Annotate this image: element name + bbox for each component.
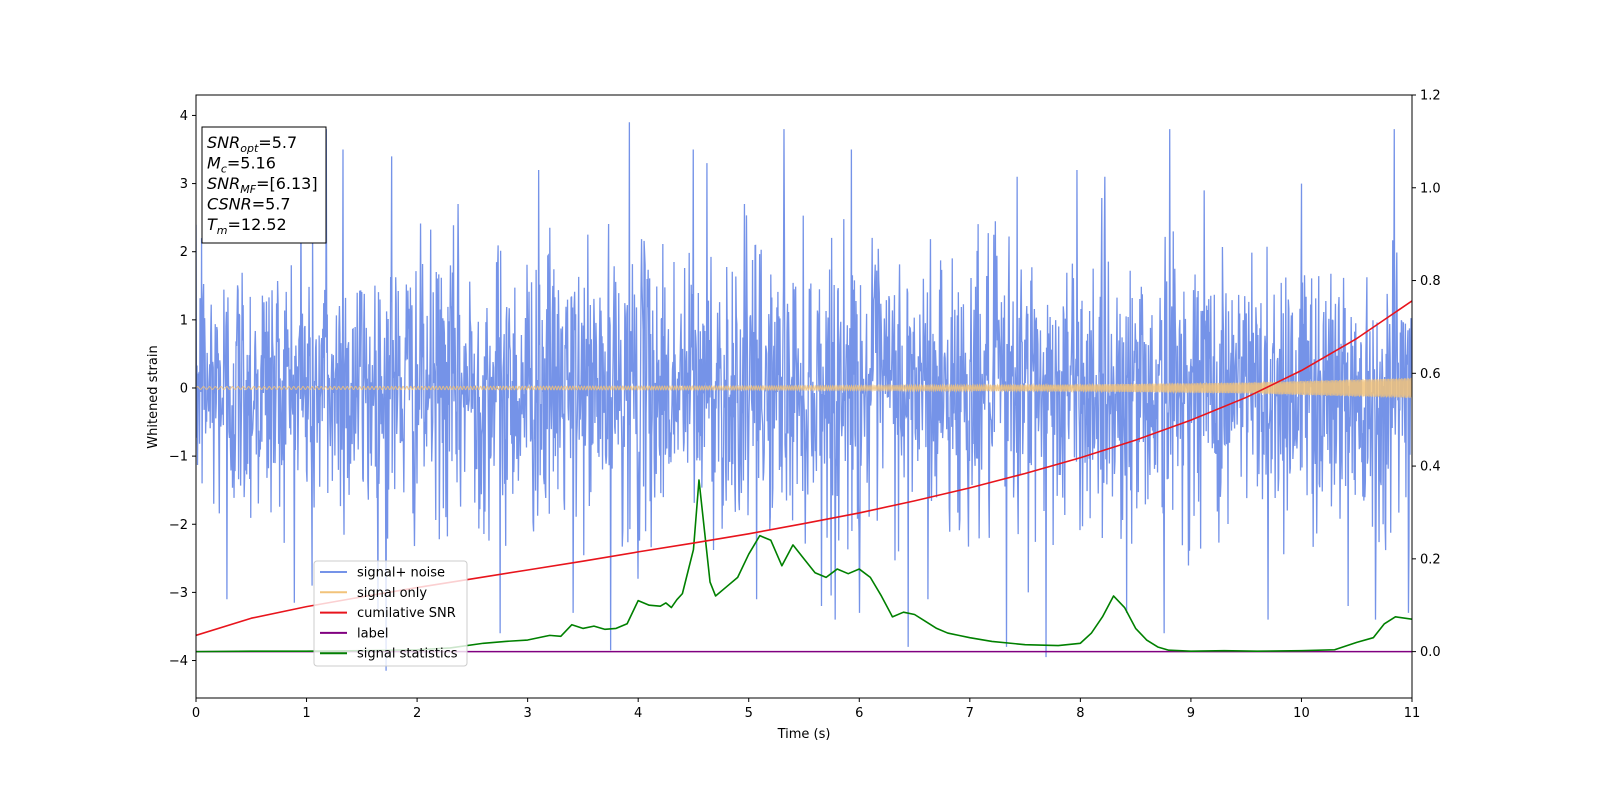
signal-noise-series <box>196 122 1412 671</box>
stats-box-frame <box>201 126 327 244</box>
signal-only-line <box>196 377 1412 399</box>
x-tick-label: 0 <box>192 706 200 721</box>
signal-only-series <box>196 377 1412 399</box>
y-tick-label: 0 <box>180 381 188 396</box>
x-tick-label: 3 <box>523 706 531 721</box>
stats-box-line: SNRMF=[6.13] <box>207 174 318 196</box>
y-tick-label: −3 <box>169 586 188 601</box>
x-tick-label: 8 <box>1076 706 1084 721</box>
x-axis-label: Time (s) <box>777 727 831 742</box>
stats-box-line: Mc=5.16 <box>207 154 276 176</box>
stats-box-line: Tm=12.52 <box>207 215 287 237</box>
y2-tick-label: 0.0 <box>1420 645 1441 660</box>
y2-tick-label: 0.8 <box>1420 274 1441 289</box>
y2-tick-label: 1.0 <box>1420 181 1441 196</box>
legend-label: signal statistics <box>357 647 458 662</box>
y-tick-label: −4 <box>169 654 188 669</box>
y-axis-left: −4 −3 −2 −1 0 1 2 3 4 <box>169 109 196 669</box>
x-axis: 0 1 2 3 4 5 6 7 8 9 10 11 <box>192 698 1420 721</box>
y-tick-label: 3 <box>180 177 188 192</box>
x-tick-label: 2 <box>413 706 421 721</box>
signal-noise-line <box>196 122 1412 671</box>
x-tick-label: 7 <box>966 706 974 721</box>
stats-box: SNRopt=5.7Mc=5.16SNRMF=[6.13]CSNR=5.7Tm=… <box>201 126 327 244</box>
signal-statistics-series <box>196 479 1412 653</box>
y-tick-label: −2 <box>169 518 188 533</box>
plot-frame <box>195 94 1413 699</box>
x-tick-label: 9 <box>1187 706 1195 721</box>
legend-frame <box>313 560 468 667</box>
legend-label: label <box>357 626 388 641</box>
x-tick-label: 5 <box>745 706 753 721</box>
stats-box-line: SNRopt=5.7 <box>207 133 297 155</box>
stats-box-line: CSNR=5.7 <box>207 195 291 214</box>
y-tick-label: −1 <box>169 450 188 465</box>
y-tick-label: 4 <box>180 109 188 124</box>
y-tick-label: 1 <box>180 313 188 328</box>
y2-tick-label: 0.6 <box>1420 367 1441 382</box>
x-tick-label: 1 <box>302 706 310 721</box>
y2-tick-label: 0.4 <box>1420 460 1441 475</box>
x-tick-label: 6 <box>855 706 863 721</box>
legend-label: signal+ noise <box>357 566 445 581</box>
y-axis-label: Whitened strain <box>146 345 161 448</box>
x-tick-label: 10 <box>1293 706 1310 721</box>
signal-statistics-line <box>196 479 1412 653</box>
y-tick-label: 2 <box>180 245 188 260</box>
y2-tick-label: 1.2 <box>1420 89 1441 104</box>
y-axis-right: 0.0 0.2 0.4 0.6 0.8 1.0 1.2 <box>1412 89 1441 660</box>
legend-label: signal only <box>357 586 427 601</box>
y2-tick-label: 0.2 <box>1420 552 1441 567</box>
x-tick-label: 4 <box>634 706 642 721</box>
legend: signal+ noise signal only cumilative SNR la… <box>313 560 468 667</box>
x-tick-label: 11 <box>1404 706 1421 721</box>
legend-label: cumilative SNR <box>357 606 456 621</box>
